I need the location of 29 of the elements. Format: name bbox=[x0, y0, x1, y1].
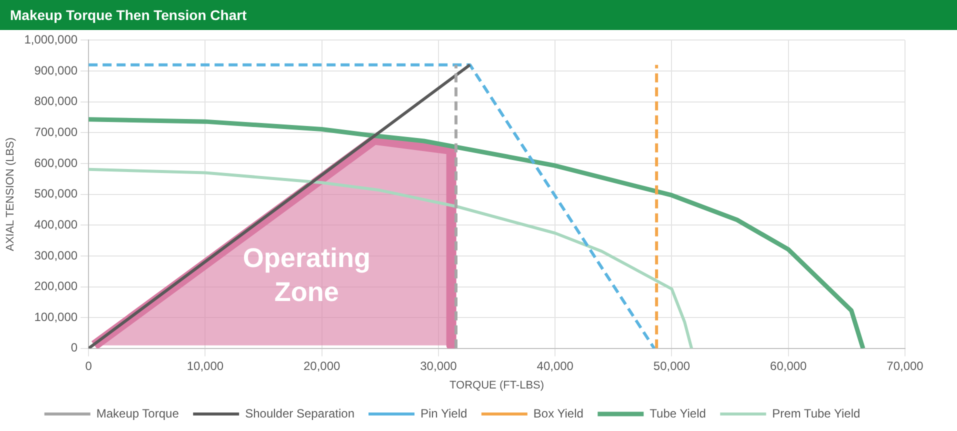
legend-label: Prem Tube Yield bbox=[772, 406, 860, 420]
x-tick-label: 0 bbox=[85, 358, 92, 373]
y-tick-label: 800,000 bbox=[34, 94, 78, 108]
annotation: Operating Zone bbox=[242, 242, 370, 307]
legend-label: Shoulder Separation bbox=[245, 406, 355, 420]
x-tick-label: 30,000 bbox=[420, 358, 458, 373]
y-axis-title: AXIAL TENSION (LBS) bbox=[4, 137, 17, 252]
x-tick-label: 50,000 bbox=[653, 358, 690, 373]
y-tick-label: 200,000 bbox=[34, 279, 78, 294]
legend-label: Pin Yield bbox=[420, 406, 468, 420]
x-tick-label: 40,000 bbox=[536, 358, 574, 373]
y-tick-label: 700,000 bbox=[34, 124, 78, 139]
y-tick-label: 1,000,000 bbox=[24, 32, 78, 47]
y-tick-label: 300,000 bbox=[34, 248, 78, 262]
y-tick-label: 600,000 bbox=[34, 156, 78, 170]
legend-label: Tube Yield bbox=[650, 406, 706, 420]
y-tick-label: 500,000 bbox=[34, 186, 78, 201]
x-tick-label: 60,000 bbox=[770, 358, 808, 373]
legend-label: Makeup Torque bbox=[96, 406, 180, 420]
x-tick-label: 10,000 bbox=[186, 358, 224, 373]
x-tick-label: 20,000 bbox=[303, 358, 341, 373]
chart-title: Makeup Torque Then Tension Chart bbox=[0, 0, 957, 30]
y-tick-label: 400,000 bbox=[34, 217, 78, 232]
x-tick-label: 70,000 bbox=[886, 358, 924, 373]
y-tick-label: 100,000 bbox=[34, 310, 78, 324]
y-tick-label: 900,000 bbox=[34, 63, 78, 78]
legend-label: Box Yield bbox=[533, 406, 584, 420]
x-axis-title: TORQUE (FT-LBS) bbox=[450, 379, 544, 392]
y-tick-label: 0 bbox=[70, 340, 78, 355]
